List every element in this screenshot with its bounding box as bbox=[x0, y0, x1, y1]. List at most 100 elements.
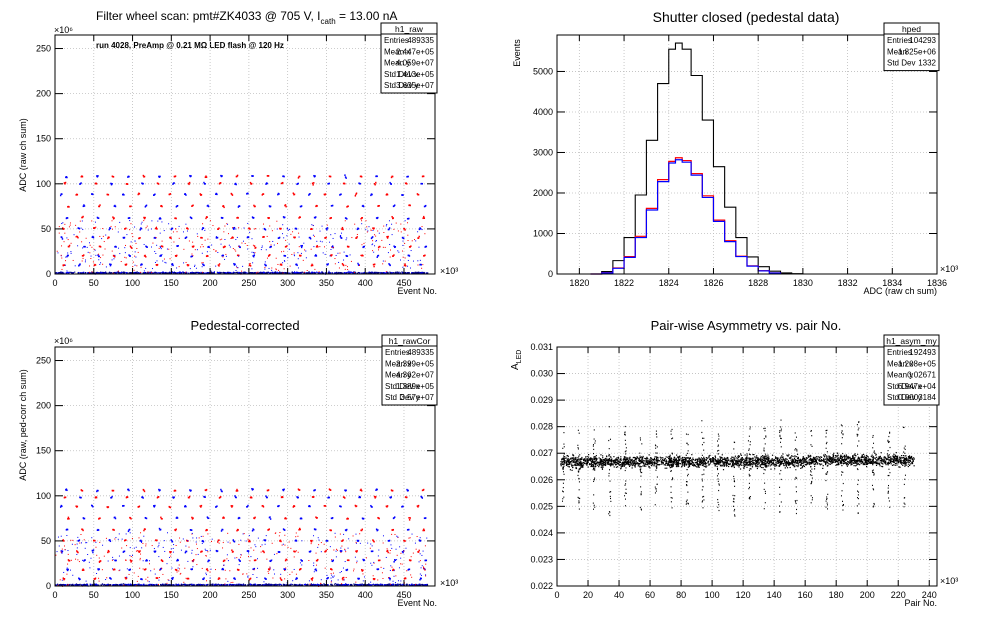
data-point bbox=[234, 557, 236, 559]
data-point bbox=[189, 272, 191, 274]
data-point bbox=[115, 584, 117, 586]
data-point bbox=[76, 543, 78, 545]
data-point bbox=[269, 567, 271, 569]
data-point bbox=[64, 232, 66, 234]
data-point bbox=[393, 584, 395, 586]
data-point bbox=[188, 495, 191, 498]
data-point bbox=[134, 226, 136, 228]
data-point bbox=[724, 464, 726, 466]
data-point bbox=[139, 557, 141, 559]
data-point bbox=[664, 458, 666, 460]
data-point bbox=[408, 537, 410, 539]
data-point bbox=[293, 556, 295, 558]
data-point bbox=[419, 537, 421, 539]
data-point bbox=[910, 463, 912, 465]
data-point bbox=[64, 496, 67, 499]
data-point bbox=[149, 563, 151, 565]
data-point bbox=[330, 234, 332, 236]
data-point bbox=[241, 242, 243, 244]
data-point bbox=[362, 204, 364, 207]
x-tick-label: 200 bbox=[203, 590, 218, 600]
data-point bbox=[129, 583, 131, 585]
data-point bbox=[393, 254, 395, 256]
data-point bbox=[68, 517, 70, 520]
data-point bbox=[88, 561, 90, 563]
data-point bbox=[95, 226, 97, 228]
data-point bbox=[206, 216, 208, 218]
data-point bbox=[384, 584, 386, 586]
data-point bbox=[295, 573, 297, 575]
data-point bbox=[341, 583, 343, 585]
data-point bbox=[389, 271, 391, 273]
data-point bbox=[67, 559, 70, 561]
data-point bbox=[83, 204, 85, 206]
data-point bbox=[391, 271, 393, 274]
data-point bbox=[316, 244, 318, 247]
data-point bbox=[83, 569, 85, 571]
data-point bbox=[362, 573, 364, 575]
data-point bbox=[201, 244, 203, 246]
data-point bbox=[347, 269, 349, 271]
data-point bbox=[345, 177, 347, 179]
data-point bbox=[78, 561, 80, 563]
data-point bbox=[162, 583, 164, 586]
data-point bbox=[561, 459, 563, 461]
data-point bbox=[122, 271, 125, 273]
x-tick-label: 300 bbox=[280, 278, 295, 288]
data-point bbox=[154, 573, 156, 575]
data-point bbox=[393, 569, 395, 571]
data-point bbox=[136, 550, 138, 552]
data-point bbox=[107, 506, 110, 508]
x-tick-label: 1822 bbox=[614, 278, 634, 288]
data-point bbox=[196, 271, 198, 274]
data-point bbox=[135, 256, 137, 258]
data-point bbox=[278, 269, 280, 271]
data-point bbox=[128, 528, 131, 531]
data-point bbox=[192, 204, 194, 207]
data-point bbox=[425, 245, 428, 248]
data-point bbox=[129, 547, 131, 549]
data-point bbox=[205, 574, 207, 576]
data-point bbox=[222, 271, 225, 274]
data-point bbox=[296, 272, 298, 274]
data-point bbox=[246, 573, 248, 575]
data-point bbox=[336, 549, 338, 551]
data-point bbox=[367, 542, 369, 544]
data-point bbox=[287, 228, 289, 230]
data-point bbox=[216, 236, 219, 239]
data-point bbox=[191, 533, 193, 535]
data-point bbox=[229, 570, 231, 572]
data-point bbox=[69, 584, 71, 586]
data-point bbox=[268, 272, 271, 274]
data-point bbox=[409, 584, 411, 586]
data-point bbox=[242, 533, 244, 535]
data-point bbox=[391, 215, 393, 218]
data-point bbox=[102, 544, 104, 546]
data-point bbox=[139, 272, 141, 274]
data-point bbox=[190, 272, 192, 274]
data-point bbox=[215, 250, 217, 252]
data-point bbox=[252, 584, 254, 586]
data-point bbox=[326, 574, 328, 576]
data-point bbox=[74, 584, 76, 586]
data-point bbox=[76, 193, 79, 196]
data-point bbox=[614, 463, 616, 465]
data-point bbox=[227, 580, 229, 582]
data-point bbox=[69, 222, 71, 224]
data-point bbox=[395, 583, 397, 586]
plot-frame bbox=[54, 34, 436, 275]
data-point bbox=[160, 248, 162, 250]
data-point bbox=[215, 265, 217, 267]
data-point bbox=[98, 584, 100, 586]
data-point bbox=[301, 584, 304, 586]
data-point bbox=[421, 272, 423, 274]
data-point bbox=[80, 542, 82, 544]
data-point bbox=[336, 271, 338, 273]
data-point bbox=[697, 460, 699, 462]
data-point bbox=[171, 584, 173, 586]
data-point bbox=[133, 547, 135, 549]
data-point bbox=[271, 271, 273, 273]
data-point bbox=[261, 247, 263, 249]
data-point bbox=[118, 533, 120, 535]
data-point bbox=[263, 551, 265, 554]
